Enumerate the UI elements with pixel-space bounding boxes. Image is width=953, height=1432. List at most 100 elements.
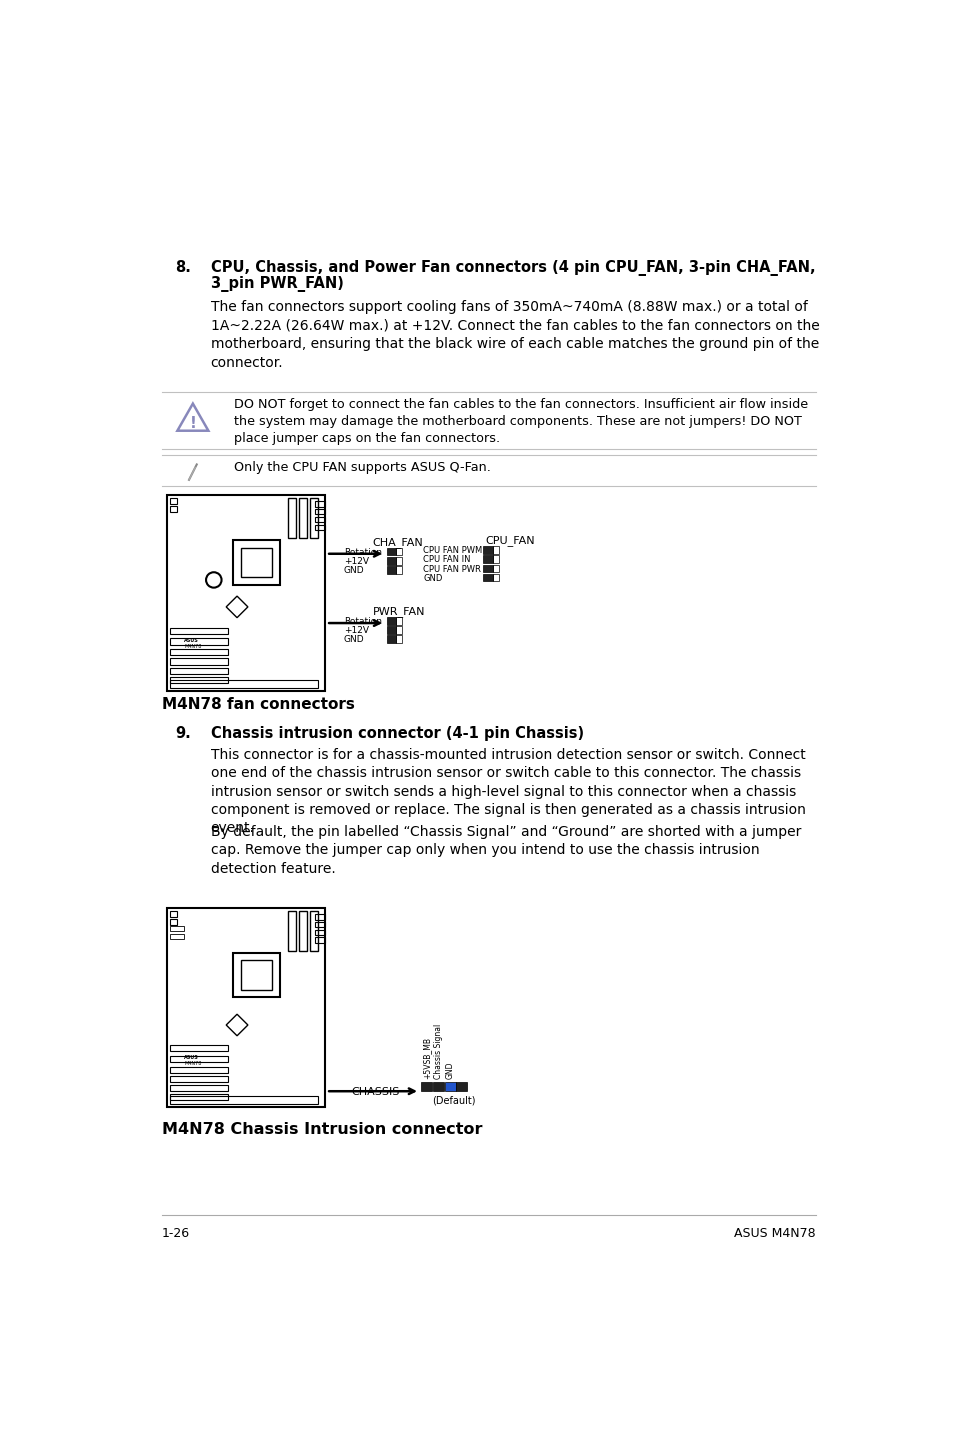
Text: CPU_FAN: CPU_FAN: [484, 536, 534, 546]
Text: 3_pin PWR_FAN): 3_pin PWR_FAN): [211, 276, 343, 292]
Bar: [386, 636, 395, 643]
Bar: [315, 524, 324, 530]
Bar: [456, 1083, 467, 1091]
Bar: [171, 1055, 228, 1063]
Bar: [315, 517, 324, 523]
Text: CPU FAN PWM: CPU FAN PWM: [422, 546, 482, 556]
Bar: [315, 922, 324, 927]
Bar: [395, 557, 402, 564]
Bar: [395, 626, 402, 634]
Text: ASUS: ASUS: [184, 1055, 199, 1060]
Bar: [315, 914, 324, 919]
Bar: [171, 667, 228, 674]
Bar: [386, 557, 395, 564]
Bar: [315, 929, 324, 935]
Bar: [298, 498, 307, 538]
Text: CPU FAN IN: CPU FAN IN: [422, 556, 470, 564]
Bar: [433, 1083, 443, 1091]
Bar: [171, 1045, 228, 1051]
Bar: [310, 911, 317, 951]
Bar: [386, 626, 395, 634]
Bar: [171, 911, 176, 918]
Text: CHA_FAN: CHA_FAN: [373, 537, 423, 547]
Text: 1-26: 1-26: [162, 1227, 190, 1240]
Bar: [171, 927, 184, 931]
Text: PWR_FAN: PWR_FAN: [373, 606, 425, 617]
Text: M4N78 Chassis Intrusion connector: M4N78 Chassis Intrusion connector: [162, 1123, 482, 1137]
Bar: [171, 639, 228, 644]
Bar: [315, 501, 324, 507]
Bar: [171, 659, 228, 664]
Bar: [171, 1075, 228, 1083]
Bar: [493, 574, 498, 581]
Bar: [298, 911, 307, 951]
Bar: [483, 564, 493, 573]
Bar: [171, 919, 176, 925]
Bar: [171, 1067, 228, 1073]
Text: +5VSB_MB: +5VSB_MB: [422, 1037, 431, 1078]
Bar: [167, 908, 324, 1107]
Bar: [315, 510, 324, 514]
Bar: [233, 540, 279, 584]
Bar: [395, 636, 402, 643]
Text: (Default): (Default): [432, 1095, 476, 1106]
Bar: [493, 546, 498, 554]
Text: By default, the pin labelled “Chassis Signal” and “Ground” are shorted with a ju: By default, the pin labelled “Chassis Si…: [211, 825, 801, 875]
Bar: [395, 566, 402, 574]
Bar: [171, 1085, 228, 1091]
Bar: [241, 961, 272, 990]
Bar: [241, 547, 272, 577]
Bar: [386, 617, 395, 624]
Bar: [315, 937, 324, 942]
Bar: [310, 498, 317, 538]
Bar: [288, 911, 295, 951]
Text: This connector is for a chassis-mounted intrusion detection sensor or switch. Co: This connector is for a chassis-mounted …: [211, 748, 804, 835]
Text: Rotation: Rotation: [344, 547, 381, 557]
Text: +12V: +12V: [344, 626, 369, 636]
Text: Chassis Signal: Chassis Signal: [434, 1024, 442, 1078]
Text: GND: GND: [344, 566, 364, 576]
Bar: [171, 498, 176, 504]
Text: Rotation: Rotation: [344, 617, 381, 626]
Bar: [288, 498, 295, 538]
Text: CPU FAN PWR: CPU FAN PWR: [422, 564, 480, 574]
Bar: [171, 505, 176, 513]
Bar: [483, 574, 493, 581]
Text: !: !: [190, 417, 196, 431]
Text: ASUS: ASUS: [184, 637, 199, 643]
Text: Chassis intrusion connector (4-1 pin Chassis): Chassis intrusion connector (4-1 pin Cha…: [211, 726, 583, 742]
Bar: [233, 952, 279, 997]
Bar: [493, 556, 498, 563]
Bar: [171, 649, 228, 656]
Bar: [171, 627, 228, 634]
Bar: [421, 1083, 432, 1091]
Text: ASUS M4N78: ASUS M4N78: [734, 1227, 815, 1240]
Bar: [171, 680, 317, 687]
Bar: [395, 547, 402, 556]
Text: GND: GND: [344, 636, 364, 644]
Text: GND: GND: [445, 1061, 455, 1078]
Text: M4N78: M4N78: [184, 1061, 201, 1067]
Bar: [395, 617, 402, 624]
Bar: [483, 546, 493, 554]
Text: GND: GND: [422, 574, 442, 583]
Bar: [444, 1083, 456, 1091]
Text: 8.: 8.: [174, 261, 191, 275]
Text: CHASSIS: CHASSIS: [352, 1087, 399, 1097]
Bar: [493, 564, 498, 573]
Text: Only the CPU FAN supports ASUS Q-Fan.: Only the CPU FAN supports ASUS Q-Fan.: [233, 461, 490, 474]
Text: CPU, Chassis, and Power Fan connectors (4 pin CPU_FAN, 3-pin CHA_FAN,: CPU, Chassis, and Power Fan connectors (…: [211, 261, 815, 276]
Bar: [171, 1095, 317, 1104]
Bar: [483, 556, 493, 563]
Bar: [167, 495, 324, 690]
Text: The fan connectors support cooling fans of 350mA~740mA (8.88W max.) or a total o: The fan connectors support cooling fans …: [211, 301, 819, 369]
Text: DO NOT forget to connect the fan cables to the fan connectors. Insufficient air : DO NOT forget to connect the fan cables …: [233, 398, 807, 445]
Bar: [171, 1094, 228, 1100]
Bar: [386, 547, 395, 556]
Text: M4N78 fan connectors: M4N78 fan connectors: [162, 697, 355, 712]
Bar: [171, 934, 184, 939]
Text: M4N78: M4N78: [184, 644, 201, 649]
Text: 9.: 9.: [174, 726, 191, 742]
Bar: [171, 677, 228, 683]
Text: +12V: +12V: [344, 557, 369, 566]
